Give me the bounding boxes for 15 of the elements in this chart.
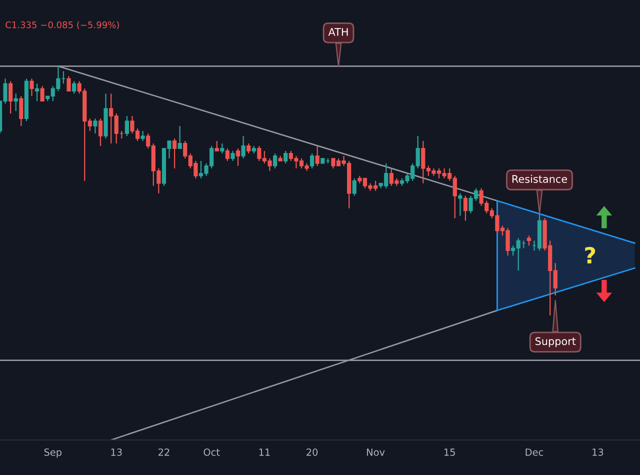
annotation: Support — [535, 337, 576, 348]
x-tick-label: Dec — [526, 448, 544, 456]
x-tick-label: 13 — [592, 448, 604, 456]
x-tick-label: 11 — [259, 448, 270, 456]
x-tick-label: 15 — [444, 448, 455, 456]
annotation: Resistance — [512, 174, 568, 183]
annotation: ? — [585, 246, 596, 264]
annotation: ATH — [328, 28, 348, 36]
x-tick-label: Sep — [44, 448, 62, 458]
x-tick-label: 20 — [306, 448, 318, 456]
x-tick-label: Nov — [367, 448, 385, 456]
x-tick-label: 13 — [111, 448, 122, 456]
text: C1.335 −0.085 (−5.99%) — [6, 21, 119, 30]
x-tick-label: Oct — [204, 448, 220, 456]
x-tick-label: 22 — [158, 448, 170, 456]
